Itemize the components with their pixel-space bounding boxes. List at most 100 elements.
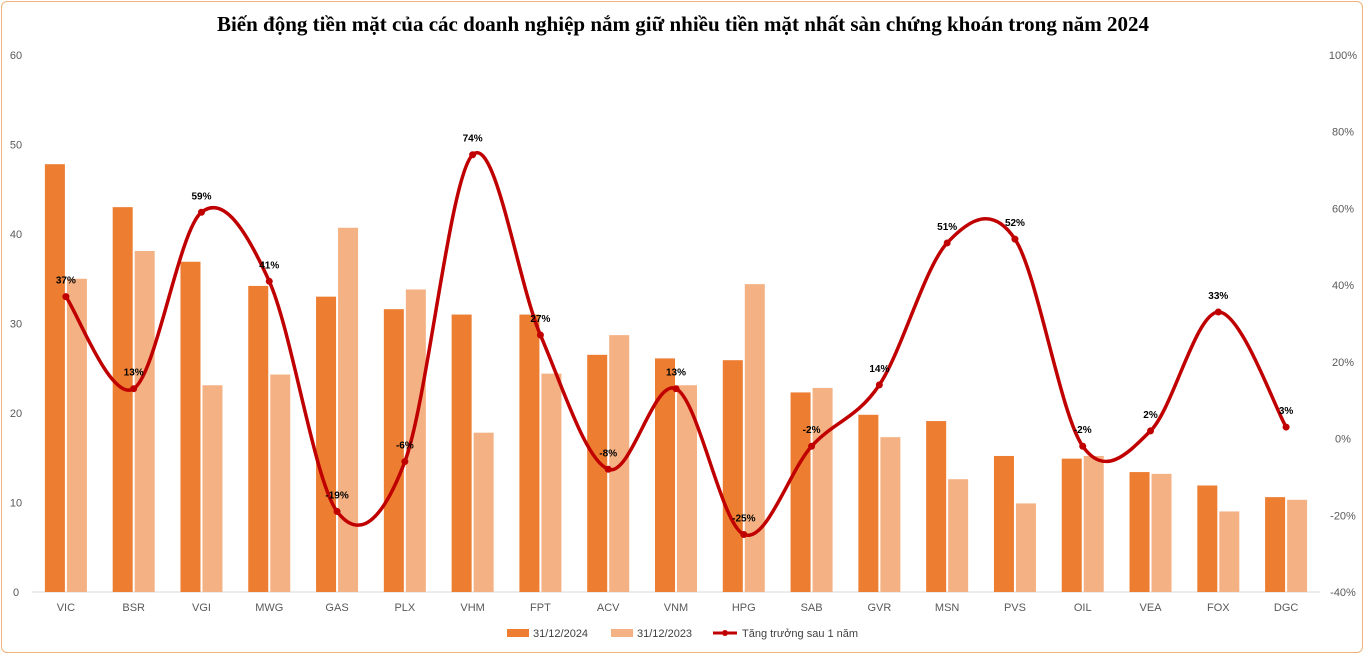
legend-swatch-2023 [611,629,633,637]
bar-2023-gas[interactable] [338,227,359,593]
category-label: VGI [192,602,211,614]
bar-2023-vic[interactable] [66,278,87,592]
growth-point-vea[interactable] [1147,427,1155,435]
category-label: PVS [1004,602,1026,614]
right-axis-tick: 40% [1332,280,1354,292]
growth-point-mwg[interactable] [265,277,273,285]
bar-2024-gas[interactable] [316,296,337,592]
growth-data-label: 13% [124,368,144,379]
bar-2023-gvr[interactable] [880,437,901,592]
growth-data-label: 33% [1208,291,1228,302]
legend: 31/12/2024 31/12/2023 Tăng trưởng sau 1 … [507,628,858,640]
bar-2024-plx[interactable] [383,309,404,592]
bars [44,164,1308,593]
left-axis-tick: 50 [10,140,22,152]
category-label: HPG [732,602,756,614]
growth-point-fox[interactable] [1214,308,1222,316]
bar-2024-vic[interactable] [44,164,65,592]
bar-2024-pvs[interactable] [993,455,1014,592]
legend-item-growth[interactable]: Tăng trưởng sau 1 năm [713,628,858,640]
bar-2024-fpt[interactable] [519,314,540,592]
category-label: SAB [801,602,823,614]
category-label: ACV [597,602,620,614]
growth-point-fpt[interactable] [536,331,544,339]
bar-2023-vea[interactable] [1151,473,1172,592]
bar-2024-dgc[interactable] [1265,497,1286,592]
growth-point-msn[interactable] [943,239,951,247]
growth-point-sab[interactable] [808,442,816,450]
category-label: VIC [57,602,75,614]
bar-2023-oil[interactable] [1083,455,1104,592]
category-label: VEA [1140,602,1163,614]
category-label: PLX [394,602,415,614]
category-label: VNM [664,602,688,614]
bar-2023-hpg[interactable] [744,284,765,592]
growth-point-dgc[interactable] [1282,423,1290,431]
bar-2024-gvr[interactable] [858,414,879,592]
growth-data-label: 74% [463,134,483,145]
right-axis: -40% -20% 0% 20% 40% 60% 80% 100% [1329,50,1357,599]
bar-2023-pvs[interactable] [1015,503,1036,592]
bar-2024-oil[interactable] [1061,458,1082,592]
growth-point-acv[interactable] [604,465,612,473]
bar-2024-sab[interactable] [790,392,811,592]
category-label: OIL [1074,602,1092,614]
category-label: MWG [255,602,283,614]
bar-2024-mwg[interactable] [248,285,269,592]
chart-title: Biến động tiền mặt của các doanh nghiệp … [216,12,1150,36]
legend-item-2024[interactable]: 31/12/2024 [507,628,588,640]
growth-point-vhm[interactable] [469,151,477,159]
growth-data-label: 3% [1279,406,1294,417]
right-axis-tick: -40% [1330,587,1356,599]
growth-point-vic[interactable] [62,293,70,301]
bar-2024-vgi[interactable] [180,261,201,592]
growth-point-gas[interactable] [333,507,341,515]
bar-2023-vgi[interactable] [202,385,223,592]
growth-point-plx[interactable] [401,458,409,466]
growth-data-label: 52% [1005,218,1025,229]
growth-data-label: 27% [530,314,550,325]
legend-item-2023[interactable]: 31/12/2023 [611,628,692,640]
bar-2023-mwg[interactable] [270,374,291,592]
bar-2023-msn[interactable] [948,479,969,592]
left-axis-tick: 60 [10,50,22,62]
bar-2024-acv[interactable] [587,354,608,592]
bar-2023-bsr[interactable] [134,251,155,592]
bar-2023-fox[interactable] [1219,511,1240,592]
bar-2023-vhm[interactable] [473,432,494,592]
bar-2023-dgc[interactable] [1287,499,1308,592]
growth-point-vnm[interactable] [672,385,680,393]
bar-2023-plx[interactable] [405,289,426,592]
bar-2024-msn[interactable] [926,421,947,592]
growth-point-pvs[interactable] [1011,235,1019,243]
growth-point-hpg[interactable] [740,530,748,538]
growth-data-label: 37% [56,276,76,287]
category-label: GAS [325,602,348,614]
category-label: MSN [935,602,960,614]
bar-2024-hpg[interactable] [722,360,743,592]
bar-2024-vnm[interactable] [655,358,675,592]
bar-2023-fpt[interactable] [541,373,562,592]
category-label: BSR [122,602,145,614]
growth-data-label: 41% [259,260,279,271]
growth-point-vgi[interactable] [197,208,205,216]
bar-2024-bsr[interactable] [112,207,133,592]
category-label: GVR [867,602,891,614]
growth-point-oil[interactable] [1079,442,1087,450]
growth-point-bsr[interactable] [130,385,138,393]
right-axis-tick: 60% [1332,203,1354,215]
bar-2023-vnm[interactable] [677,385,697,592]
left-axis: 0 10 20 30 40 50 60 [10,50,22,599]
growth-point-gvr[interactable] [875,381,883,389]
bar-2024-fox[interactable] [1197,485,1218,592]
growth-data-label: -6% [396,441,414,452]
growth-data-label: 59% [191,191,211,202]
legend-label-2023: 31/12/2023 [637,628,692,640]
bar-2024-vea[interactable] [1129,472,1150,592]
bar-2023-sab[interactable] [812,387,833,592]
category-label: FOX [1207,602,1230,614]
bar-2024-vhm[interactable] [451,314,472,592]
growth-data-label: 51% [937,222,957,233]
category-label: DGC [1274,602,1299,614]
